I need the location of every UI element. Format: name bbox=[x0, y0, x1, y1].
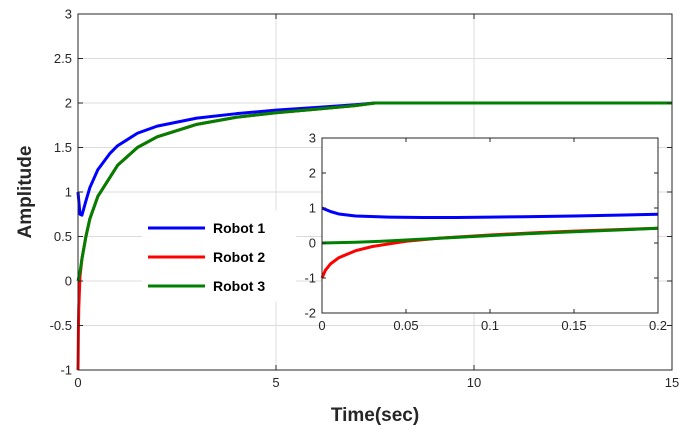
inset-x-tick-label: 0.15 bbox=[561, 318, 586, 333]
inset-y-tick-label: 3 bbox=[309, 131, 316, 146]
main-y-tick-label: 3 bbox=[65, 7, 72, 22]
inset-y-tick-label: 0 bbox=[309, 236, 316, 251]
inset-x-tick-label: 0.2 bbox=[649, 318, 667, 333]
main-x-tick-label: 0 bbox=[74, 375, 81, 390]
inset-x-tick-label: 0.05 bbox=[393, 318, 418, 333]
main-y-tick-label: 2 bbox=[65, 96, 72, 111]
main-x-tick-label: 5 bbox=[272, 375, 279, 390]
main-x-tick-label: 15 bbox=[665, 375, 679, 390]
inset-x-tick-label: 0.1 bbox=[481, 318, 499, 333]
main-y-tick-label: -1 bbox=[60, 363, 72, 378]
main-y-tick-label: -0.5 bbox=[50, 318, 72, 333]
main-y-tick-label: 0 bbox=[65, 274, 72, 289]
main-y-tick-label: 1.5 bbox=[54, 140, 72, 155]
inset-y-tick-label: -1 bbox=[304, 271, 316, 286]
inset-y-tick-label: 2 bbox=[309, 166, 316, 181]
y-axis-label: Amplitude bbox=[15, 146, 36, 239]
inset-y-tick-label: -2 bbox=[304, 306, 316, 321]
inset-x-tick-label: 0 bbox=[318, 318, 325, 333]
inset-series-line-1 bbox=[321, 206, 659, 219]
legend-label-1: Robot 1 bbox=[213, 220, 265, 236]
inset-plot-area bbox=[322, 138, 658, 313]
inset-series-line-3 bbox=[321, 226, 659, 245]
main-series-line-3 bbox=[76, 101, 672, 282]
legend-label-3: Robot 3 bbox=[213, 278, 265, 294]
main-y-tick-label: 2.5 bbox=[54, 51, 72, 66]
main-x-tick-label: 10 bbox=[467, 375, 481, 390]
main-y-tick-label: 1 bbox=[65, 185, 72, 200]
x-axis-label: Time(sec) bbox=[331, 405, 419, 426]
legend-label-2: Robot 2 bbox=[213, 249, 265, 265]
inset-y-tick-label: 1 bbox=[309, 201, 316, 216]
main-y-tick-label: 0.5 bbox=[54, 229, 72, 244]
